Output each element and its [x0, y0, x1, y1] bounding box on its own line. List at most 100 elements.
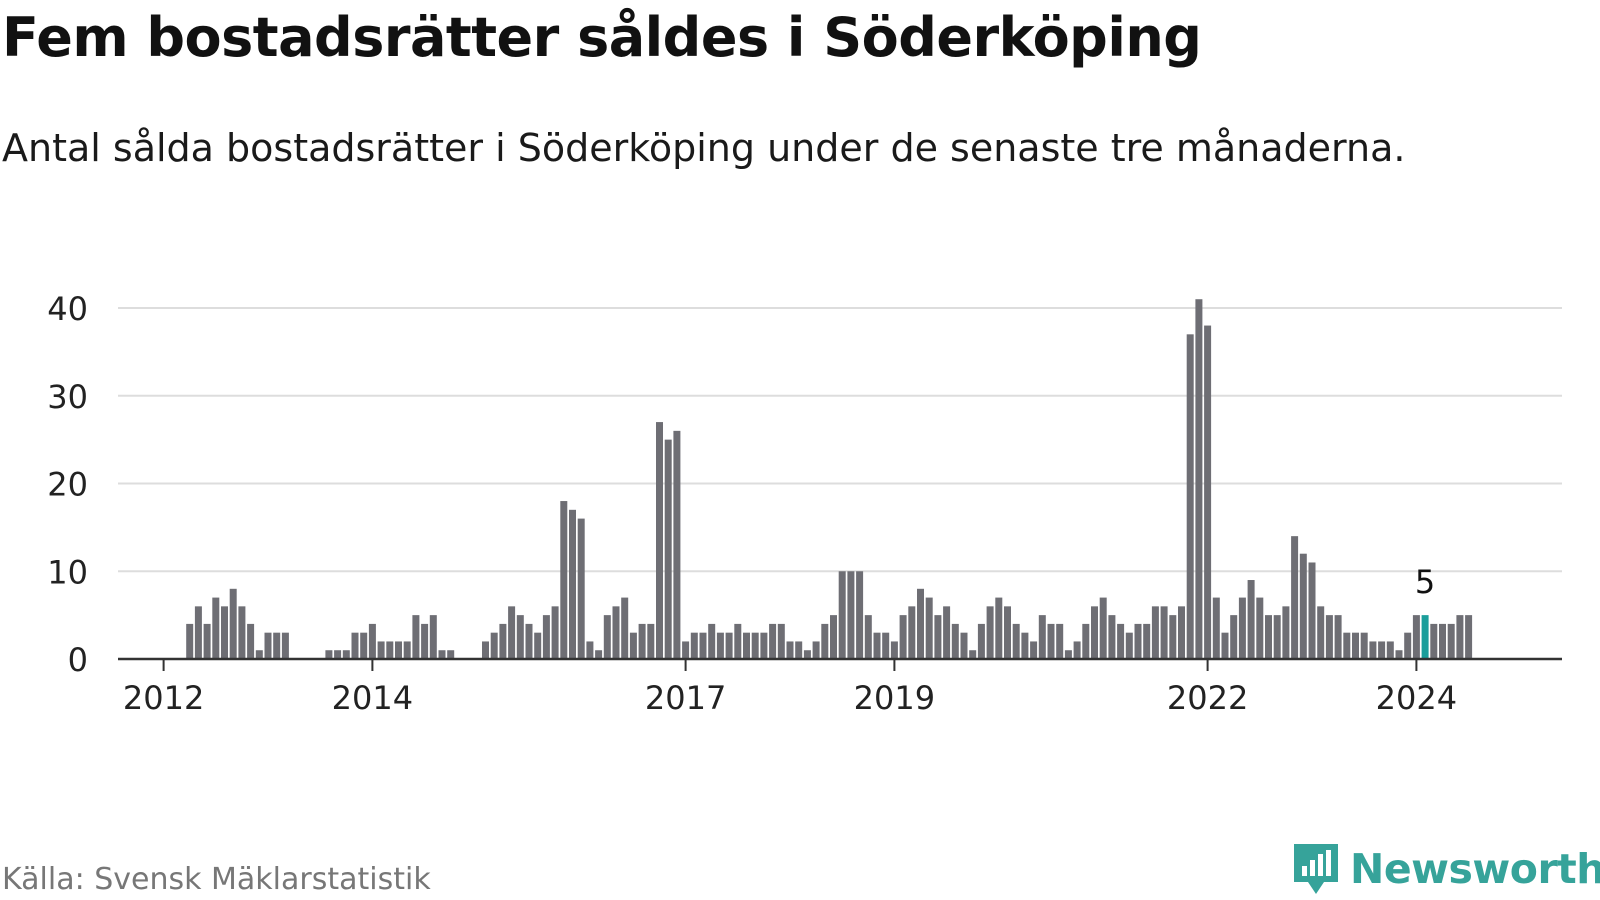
bar [377, 641, 385, 659]
bar [421, 623, 429, 659]
bar [325, 650, 333, 660]
source-note: Källa: Svensk Mäklarstatistik [2, 862, 431, 897]
bar [786, 641, 794, 659]
bar [186, 623, 194, 659]
bar [560, 501, 568, 659]
bar [1247, 580, 1255, 659]
bar [1447, 623, 1455, 659]
bar [899, 615, 907, 660]
bar [1256, 597, 1264, 660]
bar [203, 623, 211, 659]
bar [1265, 615, 1272, 660]
bar [812, 641, 820, 659]
bar [1091, 606, 1098, 659]
bar [1169, 615, 1177, 660]
bar [1299, 553, 1307, 659]
bar [699, 632, 707, 659]
bar [734, 623, 742, 659]
bar [1108, 615, 1116, 660]
bar [342, 650, 350, 660]
bar [1386, 641, 1394, 659]
bar [273, 632, 281, 659]
y-tick-label: 10 [47, 553, 88, 591]
bar [395, 641, 402, 659]
bar [1038, 615, 1046, 660]
bar [1047, 623, 1055, 659]
bar [264, 632, 272, 659]
bar [656, 422, 663, 659]
bar [551, 606, 559, 659]
bar [951, 623, 959, 659]
bar [708, 623, 716, 659]
bar [1143, 623, 1151, 659]
bar [1325, 615, 1333, 660]
bar [769, 623, 777, 659]
bar [803, 650, 811, 660]
bar [1021, 632, 1029, 659]
bar [751, 632, 759, 659]
bar-highlight [1421, 615, 1429, 660]
bar [638, 623, 646, 659]
bar [647, 623, 655, 659]
bar [1291, 536, 1299, 659]
bar [194, 606, 202, 659]
bar [360, 632, 368, 659]
bar [1073, 641, 1081, 659]
bar [1430, 623, 1438, 659]
bar [1195, 299, 1203, 659]
bar [281, 632, 289, 659]
bar [917, 588, 924, 659]
bar [429, 615, 437, 660]
bar [847, 571, 855, 659]
y-tick-label: 30 [47, 378, 88, 416]
bar [1064, 650, 1072, 660]
bar [438, 650, 446, 660]
bar [403, 641, 411, 659]
brand-name: Newsworthy [1350, 845, 1600, 893]
bar [890, 641, 898, 659]
bar [690, 632, 698, 659]
bar [595, 650, 603, 660]
bar [386, 641, 394, 659]
bar [1352, 632, 1359, 659]
bar [1117, 623, 1125, 659]
bar [508, 606, 516, 659]
bar [1273, 615, 1281, 660]
bar [969, 650, 977, 660]
bar [838, 571, 846, 659]
chart-subtitle: Antal sålda bostadsrätter i Söderköping … [2, 126, 1406, 170]
bar [760, 632, 768, 659]
bar [1082, 623, 1090, 659]
bar [908, 606, 916, 659]
bar [995, 597, 1003, 660]
bar [612, 606, 620, 659]
bar [1317, 606, 1325, 659]
bar [1099, 597, 1107, 660]
bar [534, 632, 542, 659]
bar [821, 623, 829, 659]
bar [934, 615, 942, 660]
bar [542, 615, 550, 660]
bar [516, 615, 524, 660]
bar [1204, 325, 1212, 659]
bar [1134, 623, 1142, 659]
chart-title: Fem bostadsrätter såldes i Söderköping [2, 6, 1202, 69]
x-tick-label: 2012 [123, 679, 204, 717]
bar [368, 623, 376, 659]
bar [856, 571, 864, 659]
bar [925, 597, 933, 660]
bar [482, 641, 489, 659]
bar [1404, 632, 1412, 659]
bar [1456, 615, 1464, 660]
newsworthy-icon [1294, 844, 1338, 894]
bar [1212, 597, 1220, 660]
bar [1160, 606, 1168, 659]
bar [1369, 641, 1377, 659]
bar [1151, 606, 1159, 659]
x-axis: 2012 2014 2017 2019 2022 2024 [118, 657, 1562, 717]
bar [1412, 615, 1420, 660]
bar [1378, 641, 1386, 659]
bar [986, 606, 994, 659]
bar [603, 615, 611, 660]
bar [682, 641, 690, 659]
